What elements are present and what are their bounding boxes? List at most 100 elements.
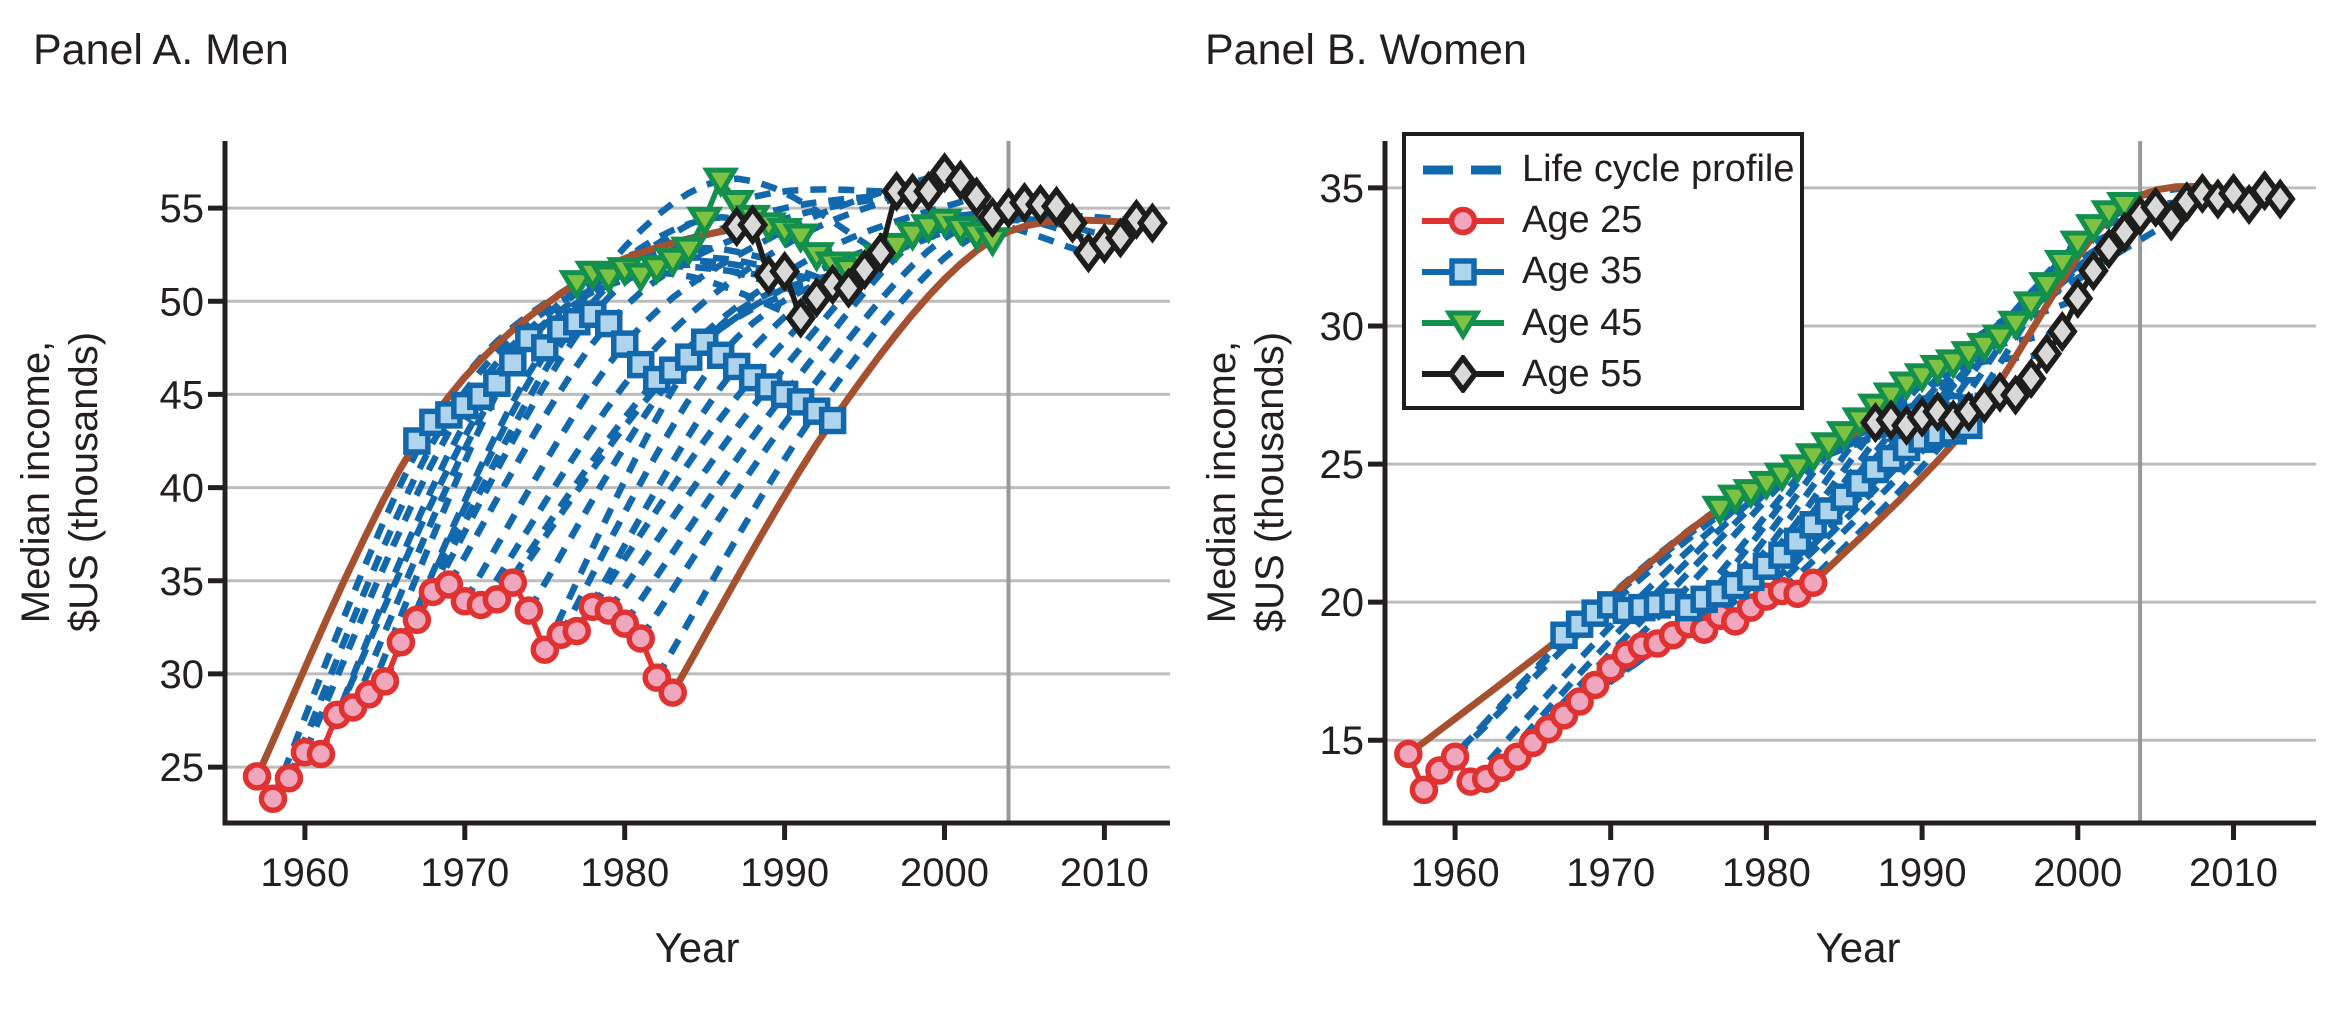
marker-age-35 [595,309,623,338]
legend-marker [1444,310,1482,341]
marker-age-45 [2074,214,2112,245]
x-tick-label: 1960 [1411,851,1500,895]
y-tick-label: 45 [160,373,205,417]
marker-age-45 [590,264,628,295]
x-tick-label: 1970 [1566,851,1655,895]
marker-age-25 [658,678,687,707]
y-tick-label: 30 [160,653,205,697]
marker-age-25 [1565,687,1594,716]
y-tick-label: 20 [1320,581,1365,625]
life-cycle-profile-line [1452,414,1924,760]
diamond-marker-icon [1422,355,1504,394]
life-cycle-profile-line [573,203,1058,633]
marker-age-45 [1825,421,1863,452]
marker-age-55 [929,152,960,194]
dashed-line-icon [1423,165,1501,175]
marker-age-45 [1701,495,1739,527]
marker-age-45 [1763,462,1801,493]
marker-age-45 [2028,272,2066,303]
legend-marker [1448,206,1478,236]
marker-age-25 [498,568,528,597]
panel-a-title: Panel A. Men [33,26,289,74]
life-cycle-profile-line [1483,416,1955,781]
triangle-marker-icon [1422,310,1504,341]
legend-label: Age 35 [1522,250,1643,293]
marker-age-55 [2155,200,2187,242]
marker-age-45 [718,189,756,221]
marker-age-25 [370,667,400,696]
marker-age-45 [1981,324,2019,355]
y-axis-label-line1: Median income, [1200,340,1244,624]
marker-age-55 [1136,202,1168,244]
marker-age-25 [434,570,464,599]
marker-age-55 [1057,202,1088,244]
y-tick-label: 50 [160,280,205,324]
marker-age-55 [2093,228,2125,270]
panel-a: 1960 1970 1980 1990 2000 2010 25 30 35 40 45 50 55 [160,141,1170,895]
marker-age-45 [702,167,740,198]
marker-age-55 [737,204,769,246]
legend-box: Life cycle profile Age 25 Age 35 Age 45 … [1402,132,1804,410]
legend-marker [1447,355,1479,394]
marker-age-45 [1747,470,1785,502]
marker-age-25 [306,739,336,769]
marker-age-25 [562,616,592,646]
marker-age-55 [2000,374,2031,416]
marker-age-25 [1440,742,1470,771]
marker-age-45 [638,255,676,286]
marker-age-25 [258,784,288,814]
marker-age-45 [894,221,932,252]
x-tick-label: 2000 [900,851,989,895]
y-tick-label: 25 [160,746,205,790]
x-tick-label: 1970 [420,851,509,895]
marker-age-55 [2031,333,2063,375]
panel-b-title: Panel B. Women [1205,26,1527,74]
x-tick-label: 1990 [1878,851,1967,895]
marker-age-25 [274,764,304,793]
marker-age-45 [1872,382,1910,413]
marker-age-45 [670,236,708,267]
marker-age-25 [1409,775,1439,805]
marker-age-55 [945,159,976,201]
legend-marker [1449,258,1477,286]
marker-age-45 [622,262,660,293]
legend-label: Age 55 [1522,352,1643,395]
marker-age-55 [2218,172,2249,215]
cohort-envelope-line [253,223,738,778]
marker-age-35 [610,330,639,358]
marker-age-25 [1394,739,1423,769]
legend-row-age-25: Age 25 [1420,196,1788,246]
marker-age-45 [1965,332,2003,364]
panel-a-x-axis-label: Year [654,924,740,971]
marker-age-45 [2106,192,2143,223]
y-tick-label: 35 [160,560,205,604]
marker-age-55 [785,297,817,339]
marker-age-55 [2015,357,2047,400]
marker-age-55 [1875,399,1907,441]
marker-age-55 [1041,185,1072,227]
marker-age-55 [2186,172,2218,215]
x-tick-label: 1960 [260,851,349,895]
y-tick-label: 40 [160,467,205,511]
legend-label: Life cycle profile [1522,148,1795,191]
circle-marker-icon [1422,206,1504,236]
marker-age-45 [782,223,820,254]
marker-age-55 [2062,277,2094,319]
x-tick-label: 1980 [1722,851,1811,895]
life-cycle-profile-line [510,214,994,585]
x-tick-label: 1980 [580,851,669,895]
marker-age-55 [2077,250,2109,292]
cohort-envelope-line [669,216,1153,695]
life-cycle-profile-line [397,175,883,644]
marker-age-25 [514,596,544,625]
marker-age-55 [961,176,992,218]
legend-row-age-45: Age 45 [1420,298,1788,348]
y-axis-label-line2: $US (thousands) [62,331,106,633]
marker-age-25 [482,585,512,614]
marker-age-45 [558,270,596,301]
y-tick-label: 25 [1320,443,1365,487]
marker-age-45 [686,206,724,238]
marker-age-45 [1903,363,1941,394]
marker-age-55 [1104,217,1136,259]
